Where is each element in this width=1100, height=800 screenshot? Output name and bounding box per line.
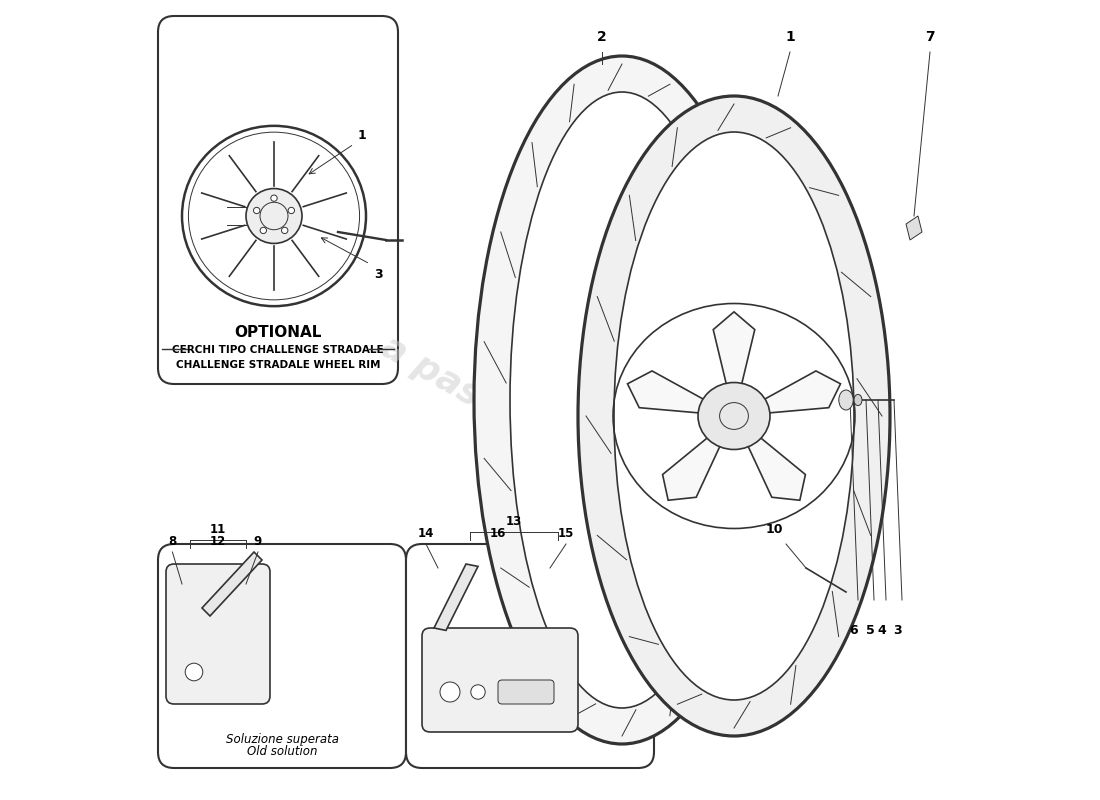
Text: 12: 12 bbox=[210, 535, 227, 548]
Text: 5: 5 bbox=[866, 624, 874, 637]
Text: CERCHI TIPO CHALLENGE STRADALE: CERCHI TIPO CHALLENGE STRADALE bbox=[173, 345, 384, 355]
Polygon shape bbox=[662, 431, 724, 500]
Text: 15: 15 bbox=[558, 527, 574, 540]
Polygon shape bbox=[202, 552, 262, 616]
Text: 6: 6 bbox=[849, 624, 858, 637]
Text: 14: 14 bbox=[418, 527, 434, 540]
Text: 13: 13 bbox=[506, 515, 522, 528]
Text: 1: 1 bbox=[358, 130, 366, 142]
Polygon shape bbox=[627, 371, 713, 414]
Polygon shape bbox=[756, 371, 840, 414]
Ellipse shape bbox=[253, 207, 260, 214]
Polygon shape bbox=[906, 216, 922, 240]
Text: 8: 8 bbox=[168, 535, 176, 548]
Text: Soluzione superata: Soluzione superata bbox=[226, 733, 339, 746]
FancyBboxPatch shape bbox=[158, 544, 406, 768]
Ellipse shape bbox=[185, 663, 202, 681]
Text: 11: 11 bbox=[210, 523, 227, 536]
Text: 3: 3 bbox=[374, 268, 383, 281]
Ellipse shape bbox=[288, 207, 295, 214]
Text: 4: 4 bbox=[878, 624, 887, 637]
Ellipse shape bbox=[271, 195, 277, 202]
Ellipse shape bbox=[854, 394, 862, 406]
Text: a passion for parts: a passion for parts bbox=[375, 330, 725, 550]
Ellipse shape bbox=[260, 227, 266, 234]
Polygon shape bbox=[434, 564, 478, 630]
FancyBboxPatch shape bbox=[406, 544, 654, 768]
Ellipse shape bbox=[698, 382, 770, 450]
Text: 16: 16 bbox=[490, 527, 506, 540]
Text: 7: 7 bbox=[925, 30, 935, 44]
Text: Old solution: Old solution bbox=[246, 746, 317, 758]
FancyBboxPatch shape bbox=[498, 680, 554, 704]
FancyBboxPatch shape bbox=[422, 628, 578, 732]
Ellipse shape bbox=[839, 390, 854, 410]
Polygon shape bbox=[713, 312, 755, 393]
Ellipse shape bbox=[282, 227, 288, 234]
Ellipse shape bbox=[510, 92, 734, 708]
Ellipse shape bbox=[440, 682, 460, 702]
Text: 9: 9 bbox=[254, 535, 262, 548]
Ellipse shape bbox=[471, 685, 485, 699]
Text: 1: 1 bbox=[785, 30, 795, 44]
Text: OPTIONAL: OPTIONAL bbox=[234, 325, 321, 340]
Ellipse shape bbox=[246, 189, 302, 243]
FancyBboxPatch shape bbox=[158, 16, 398, 384]
Text: 3: 3 bbox=[893, 624, 902, 637]
Text: 2: 2 bbox=[597, 30, 607, 44]
Ellipse shape bbox=[474, 56, 770, 744]
Ellipse shape bbox=[614, 132, 854, 700]
Ellipse shape bbox=[578, 96, 890, 736]
Polygon shape bbox=[744, 431, 805, 500]
Text: CHALLENGE STRADALE WHEEL RIM: CHALLENGE STRADALE WHEEL RIM bbox=[176, 359, 381, 370]
FancyBboxPatch shape bbox=[166, 564, 270, 704]
Text: 10: 10 bbox=[766, 523, 783, 536]
